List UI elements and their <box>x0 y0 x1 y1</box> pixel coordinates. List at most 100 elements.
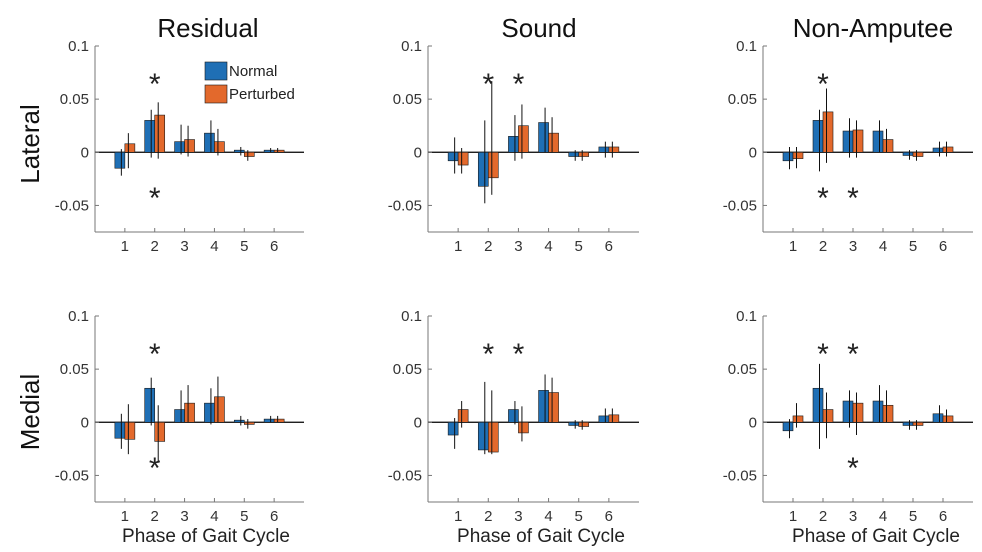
bar-perturbed <box>942 146 954 153</box>
x-tick-label: 4 <box>210 508 218 525</box>
bar-normal <box>174 141 185 153</box>
bar-perturbed <box>912 151 924 157</box>
bar-perturbed <box>457 409 469 423</box>
y-tick-label: 0.1 <box>68 308 89 325</box>
bar-perturbed <box>912 421 924 426</box>
x-tick-label: 1 <box>121 238 129 255</box>
bar-perturbed <box>154 114 166 153</box>
significance-star: * <box>482 68 494 101</box>
bar-perturbed <box>214 396 225 423</box>
significance-star: * <box>817 338 829 371</box>
bar-perturbed <box>608 414 620 423</box>
significance-star: * <box>513 68 525 101</box>
bar-perturbed <box>852 129 864 153</box>
bar-normal <box>782 151 794 162</box>
x-tick-label: 2 <box>819 508 827 525</box>
bar-normal <box>932 413 944 423</box>
x-tick-label: 4 <box>544 508 552 525</box>
bar-normal <box>204 402 215 423</box>
y-tick-label: 0 <box>414 144 422 161</box>
y-tick-label: -0.05 <box>723 467 757 484</box>
x-tick-label: 5 <box>240 238 248 255</box>
bar-normal <box>598 415 610 423</box>
bar-normal <box>114 421 126 439</box>
x-tick-label: 6 <box>939 238 947 255</box>
bar-normal <box>782 421 794 432</box>
y-tick-label: 0.1 <box>401 38 422 55</box>
x-tick-label: 4 <box>879 508 887 525</box>
bar-perturbed <box>518 421 529 434</box>
x-tick-label: 1 <box>789 238 797 255</box>
panel-medial-residual: 0.1 0.05 0 -0.05 1 2 3 4 5 6 * * <box>55 308 304 525</box>
row-label-medial: Medial <box>15 374 45 451</box>
bar-normal <box>872 130 884 153</box>
bar-perturbed <box>882 139 894 153</box>
significance-star: * <box>513 338 525 371</box>
x-tick-label: 2 <box>151 508 159 525</box>
y-tick-label: 0 <box>749 414 757 431</box>
x-tick-label: 6 <box>270 508 278 525</box>
panel-lateral-residual: 0.1 0.05 0 -0.05 1 2 3 4 5 6 * * Normal Perturbed <box>55 38 304 255</box>
x-tick-label: 4 <box>210 238 218 255</box>
bar-perturbed <box>882 404 894 423</box>
bar-normal <box>263 418 275 423</box>
bar-perturbed <box>273 418 285 423</box>
bar-normal <box>812 387 824 423</box>
y-tick-label: 0.05 <box>728 361 757 378</box>
y-tick-label: -0.05 <box>388 197 422 214</box>
bar-perturbed <box>852 402 864 423</box>
bar-perturbed <box>578 421 590 427</box>
x-tick-label: 4 <box>879 238 887 255</box>
bar-perturbed <box>273 149 285 153</box>
column-title-non-amputee: Non-Amputee <box>793 13 953 43</box>
legend-swatch-perturbed <box>204 84 228 104</box>
y-tick-label: 0.05 <box>60 361 89 378</box>
y-tick-label: 0 <box>414 414 422 431</box>
bar-perturbed <box>243 421 255 425</box>
y-tick-label: 0 <box>749 144 757 161</box>
bar-normal <box>598 146 610 153</box>
panels: 0.10.050-0.051 2 3 4 5 6**NormalPerturbed0.10… <box>55 38 973 525</box>
legend-label-normal: Normal <box>229 63 277 80</box>
bar-perturbed <box>487 421 499 453</box>
bar-perturbed <box>942 415 954 423</box>
significance-star: * <box>817 68 829 101</box>
x-tick-label: 6 <box>939 508 947 525</box>
x-tick-label: 1 <box>454 508 462 525</box>
bar-normal <box>902 421 914 426</box>
y-tick-label: 0.1 <box>68 38 89 55</box>
x-tick-label: 6 <box>605 238 613 255</box>
x-tick-label: 1 <box>789 508 797 525</box>
bar-perturbed <box>124 143 136 153</box>
y-tick-label: -0.05 <box>388 467 422 484</box>
significance-star: * <box>847 182 859 215</box>
x-tick-label: 5 <box>240 508 248 525</box>
significance-star: * <box>847 452 859 485</box>
y-tick-label: 0.05 <box>728 91 757 108</box>
column-title-sound: Sound <box>501 13 576 43</box>
bar-perturbed <box>154 421 166 442</box>
y-tick-label: -0.05 <box>723 197 757 214</box>
bar-perturbed <box>578 151 590 157</box>
bar-perturbed <box>822 409 834 423</box>
x-axis-label-sound: Phase of Gait Cycle <box>457 526 625 547</box>
x-tick-label: 5 <box>909 508 917 525</box>
y-tick-label: 0 <box>81 144 89 161</box>
bar-normal <box>114 151 126 169</box>
legend-swatch-normal <box>204 61 228 81</box>
x-axis-label-residual: Phase of Gait Cycle <box>122 526 290 547</box>
bar-perturbed <box>548 392 559 423</box>
bar-perturbed <box>184 139 195 153</box>
bar-perturbed <box>124 421 136 440</box>
y-tick-label: 0.05 <box>60 91 89 108</box>
x-tick-label: 3 <box>180 508 188 525</box>
bar-normal <box>872 400 884 423</box>
x-tick-label: 5 <box>575 508 583 525</box>
x-tick-label: 2 <box>484 508 492 525</box>
bar-perturbed <box>457 151 469 166</box>
bar-normal <box>447 421 459 436</box>
significance-star: * <box>149 452 161 485</box>
bar-normal <box>477 151 489 187</box>
bar-normal <box>932 147 944 153</box>
